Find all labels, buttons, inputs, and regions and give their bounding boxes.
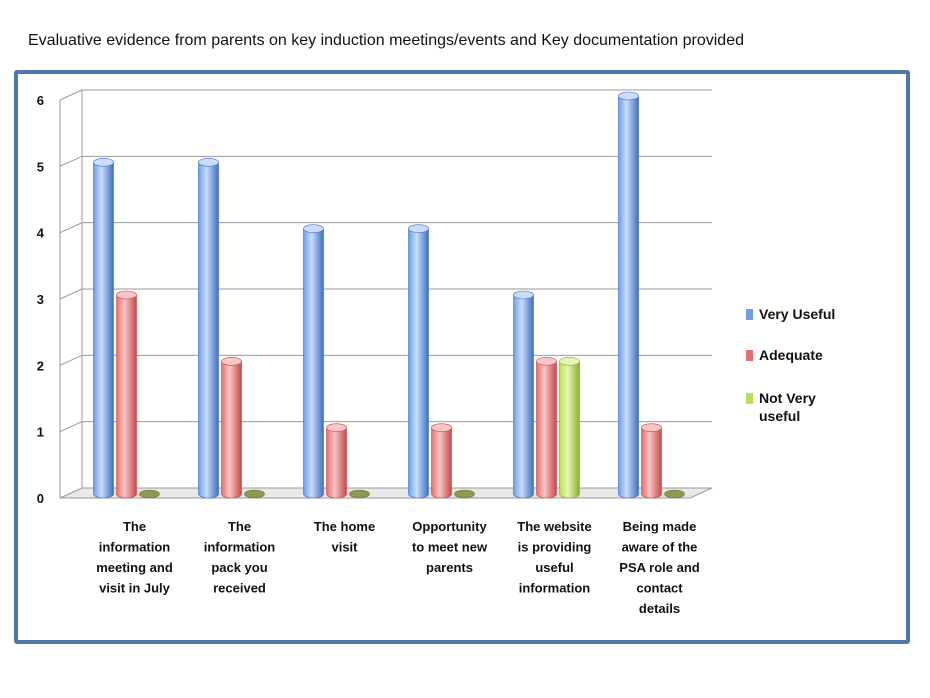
gridline — [59, 155, 712, 167]
bar — [431, 423, 452, 499]
bar-body — [513, 294, 534, 499]
bar — [408, 224, 429, 499]
chart-title: Evaluative evidence from parents on key … — [28, 32, 744, 49]
bar — [559, 357, 580, 499]
legend-item: Adequate — [746, 347, 823, 363]
bar-body — [93, 162, 114, 499]
bar — [326, 423, 347, 499]
bar-body — [641, 427, 662, 499]
bar — [618, 91, 639, 499]
y-tick-label: 5 — [37, 159, 44, 174]
x-category-label: The information meeting and visit in July — [96, 519, 173, 596]
x-category-label: The information pack you received — [204, 519, 276, 596]
legend-label: Not Very useful — [759, 390, 816, 424]
legend-label: Very Useful — [759, 306, 835, 322]
y-tick-label: 2 — [37, 358, 44, 373]
bar-body — [536, 361, 557, 499]
bar — [116, 290, 137, 499]
legend-item: Not Very useful — [746, 390, 816, 424]
legend-item: Very Useful — [746, 306, 835, 322]
bar-top — [559, 357, 580, 366]
x-category-label: The home visit — [314, 519, 375, 555]
bar-top — [116, 290, 137, 300]
x-category-label: Being made aware of the PSA role and contac… — [619, 519, 699, 616]
bar-zero — [664, 489, 685, 499]
legend-swatch — [746, 309, 753, 320]
legend-swatch — [746, 393, 753, 404]
legend: Very Useful Adequate Not Very useful — [746, 306, 835, 424]
bar-zero — [454, 489, 475, 499]
bar-top — [618, 91, 639, 101]
bar-top — [536, 357, 557, 366]
bar-body — [408, 228, 429, 499]
bar-body — [198, 162, 219, 499]
label-layer: The information meeting and visit in July Th… — [96, 519, 700, 616]
bar-top — [408, 224, 429, 233]
bar — [221, 357, 242, 499]
legend-label: Adequate — [759, 347, 823, 363]
y-tick-label: 4 — [37, 226, 45, 241]
y-tick-label: 0 — [37, 491, 44, 506]
bar-top — [303, 224, 324, 233]
bar-top — [641, 423, 662, 432]
bar-body — [326, 427, 347, 499]
bar — [641, 423, 662, 499]
bar — [536, 357, 557, 499]
bar-top — [93, 158, 114, 167]
bar-top — [221, 357, 242, 366]
gridline — [59, 421, 712, 433]
bar-body — [431, 427, 452, 499]
y-tick-label: 6 — [37, 93, 44, 108]
bar-top — [326, 423, 347, 432]
bar-top — [513, 290, 534, 300]
bar-body — [221, 361, 242, 499]
bar — [303, 224, 324, 499]
bar — [93, 158, 114, 499]
grid-layer — [59, 89, 713, 499]
bar — [198, 158, 219, 499]
axis-layer: 0 1 2 3 4 5 6 — [37, 90, 83, 506]
y-tick-label: 1 — [37, 425, 44, 440]
legend-swatch — [746, 350, 753, 361]
gridline — [59, 354, 712, 366]
gridline — [59, 222, 712, 234]
gridline — [59, 288, 712, 300]
bar — [513, 290, 534, 499]
bar-body — [559, 361, 580, 499]
bar-zero — [139, 489, 160, 499]
bar-top — [198, 158, 219, 167]
x-category-label: The website is providing useful information — [517, 519, 591, 596]
bar-body — [303, 228, 324, 499]
gridline — [59, 89, 712, 101]
x-category-label: Opportunity to meet new parents — [412, 519, 488, 575]
bar-body — [116, 294, 137, 499]
bar-zero — [349, 489, 370, 499]
bar-top — [431, 423, 452, 432]
bar-layer — [93, 91, 685, 499]
bar-body — [618, 95, 639, 499]
bar-zero — [244, 489, 265, 499]
chart-frame — [14, 70, 910, 644]
y-tick-label: 3 — [37, 292, 44, 307]
